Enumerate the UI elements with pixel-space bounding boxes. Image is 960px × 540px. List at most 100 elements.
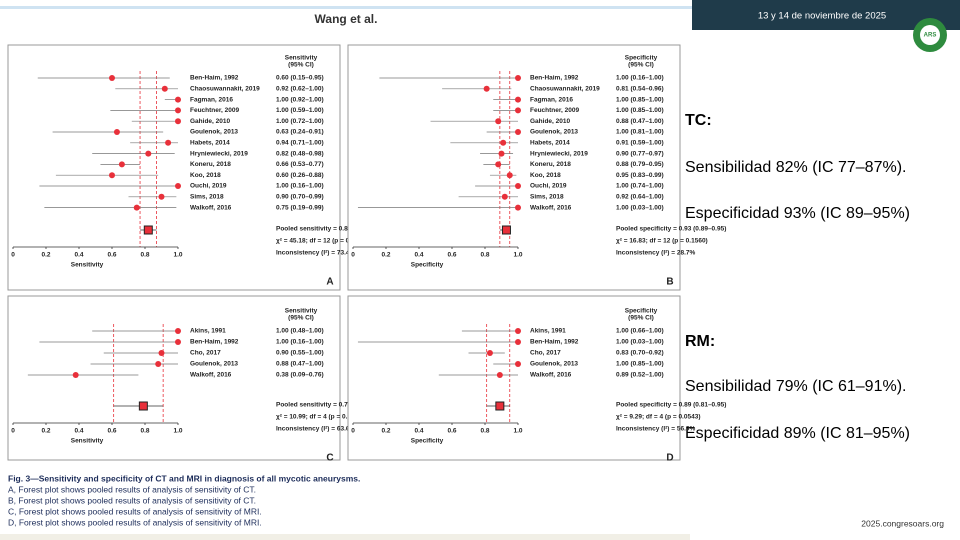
- x-tick-label: 0.2: [41, 252, 50, 259]
- study-value: 1.00 (0.03–1.00): [616, 339, 664, 346]
- study-value: 1.00 (0.74–1.00): [616, 183, 664, 190]
- study-name: Ben-Haim, 1992: [190, 75, 239, 82]
- study-value: 0.82 (0.48–0.98): [276, 150, 324, 157]
- study-point: [498, 150, 505, 157]
- study-name: Goulenok, 2013: [190, 129, 238, 136]
- study-value: 1.00 (0.85–1.00): [616, 96, 664, 103]
- study-name: Akins, 1991: [190, 328, 226, 335]
- x-tick-label: 0.4: [414, 428, 423, 435]
- footer: 2025.congresoars.org: [861, 518, 944, 528]
- study-value: 0.88 (0.79–0.95): [616, 161, 664, 168]
- study-name: Koo, 2018: [190, 172, 221, 179]
- heterogeneity: χ² = 9.29; df = 4 (p = 0.0543): [616, 414, 701, 421]
- x-axis-label: Sensitivity: [71, 262, 104, 269]
- study-point: [515, 96, 521, 103]
- study-value: 0.90 (0.77–0.97): [616, 150, 664, 157]
- study-point: [515, 129, 521, 135]
- study-value: 0.60 (0.15–0.95): [276, 75, 324, 82]
- x-tick-label: 1.0: [173, 252, 182, 259]
- study-value: 0.92 (0.62–1.00): [276, 86, 324, 93]
- study-point: [500, 139, 507, 146]
- x-tick-label: 0.4: [74, 252, 83, 259]
- study-value: 1.00 (0.03–1.00): [616, 204, 664, 211]
- pooled-label: Pooled specificity = 0.93 (0.89–0.95): [616, 226, 726, 233]
- column-header: (95% CI): [628, 62, 654, 69]
- study-value: 0.94 (0.71–1.00): [276, 140, 324, 147]
- pooled-estimate: [501, 225, 511, 235]
- study-name: Fagman, 2016: [190, 96, 233, 103]
- study-value: 1.00 (0.16–1.00): [276, 183, 324, 190]
- study-point: [515, 75, 521, 81]
- date-bar: [692, 0, 960, 30]
- study-value: 0.90 (0.70–0.99): [276, 194, 324, 201]
- study-name: Hryniewiecki, 2019: [530, 150, 588, 157]
- mri-heading: RM:: [685, 333, 715, 350]
- study-value: 1.00 (0.59–1.00): [276, 107, 324, 114]
- panel-letter: C: [326, 453, 333, 464]
- x-tick-label: 1.0: [513, 252, 522, 259]
- study-value: 0.90 (0.55–1.00): [276, 350, 324, 357]
- study-point: [175, 107, 181, 114]
- study-name: Koo, 2018: [530, 172, 561, 179]
- caption-line: D, Forest plot shows pooled results of a…: [8, 517, 262, 527]
- study-point: [72, 372, 79, 378]
- ct-heading: TC:: [685, 112, 712, 129]
- study-point: [483, 85, 490, 92]
- study-point: [109, 172, 115, 179]
- x-axis-label: Specificity: [411, 262, 444, 269]
- heterogeneity: χ² = 16.83; df = 12 (p = 0.1560): [616, 238, 708, 245]
- column-header: (95% CI): [288, 62, 314, 69]
- x-tick-label: 0.8: [480, 428, 489, 435]
- x-tick-label: 0.2: [41, 428, 50, 435]
- title: Wang et al.: [315, 12, 378, 26]
- column-header: (95% CI): [288, 315, 314, 322]
- date: 13 y 14 de noviembre de 2025: [758, 11, 886, 22]
- study-name: Sims, 2018: [190, 194, 224, 201]
- study-point: [175, 339, 181, 345]
- study-value: 1.00 (0.81–1.00): [616, 129, 664, 136]
- study-value: 1.00 (0.85–1.00): [616, 361, 664, 368]
- x-tick-label: 0.4: [74, 428, 83, 435]
- study-point: [495, 161, 502, 168]
- study-value: 0.91 (0.59–1.00): [616, 140, 664, 147]
- pooled-label: Pooled sensitivity = 0.79 (0.61–0.91): [276, 402, 386, 409]
- study-value: 1.00 (0.92–1.00): [276, 96, 324, 103]
- study-value: 0.88 (0.47–1.00): [276, 361, 324, 368]
- study-value: 0.66 (0.53–0.77): [276, 161, 324, 168]
- panel-frame: [347, 44, 681, 291]
- mri-specificity: Especificidad 89% (IC 81–95%): [685, 425, 910, 442]
- caption-line: C, Forest plot shows pooled results of a…: [8, 506, 262, 516]
- study-point: [486, 350, 493, 356]
- study-value: 1.00 (0.85–1.00): [616, 107, 664, 114]
- study-point: [113, 129, 120, 135]
- caption-line: A, Forest plot shows pooled results of a…: [8, 484, 256, 494]
- study-name: Cho, 2017: [190, 350, 221, 357]
- column-header: (95% CI): [628, 315, 654, 322]
- panel-letter: A: [326, 277, 333, 288]
- study-point: [175, 183, 181, 189]
- study-value: 1.00 (0.48–1.00): [276, 328, 324, 335]
- caption-line: Fig. 3—Sensitivity and specificity of CT…: [8, 473, 360, 483]
- study-point: [118, 161, 125, 168]
- study-point: [496, 372, 503, 378]
- study-value: 0.81 (0.54–0.96): [616, 86, 664, 93]
- study-name: Feuchtner, 2009: [530, 107, 580, 114]
- study-value: 0.92 (0.64–1.00): [616, 194, 664, 201]
- study-point: [109, 75, 115, 81]
- pooled-estimate: [138, 401, 148, 411]
- study-point: [515, 328, 521, 334]
- panel-letter: B: [666, 277, 673, 288]
- study-point: [501, 193, 508, 200]
- study-point: [515, 183, 521, 189]
- inconsistency: Inconsistency (I²) = 63.6%: [276, 426, 356, 433]
- study-value: 0.75 (0.19–0.99): [276, 204, 324, 211]
- study-name: Sims, 2018: [530, 194, 564, 201]
- study-point: [158, 350, 165, 356]
- study-point: [175, 328, 181, 334]
- study-name: Koneru, 2018: [190, 161, 231, 168]
- study-name: Cho, 2017: [530, 350, 561, 357]
- x-tick-label: 0.2: [381, 252, 390, 259]
- pooled-estimate: [143, 225, 153, 235]
- caption-line: B, Forest plot shows pooled results of a…: [8, 495, 256, 505]
- column-header: Specificity: [625, 55, 658, 62]
